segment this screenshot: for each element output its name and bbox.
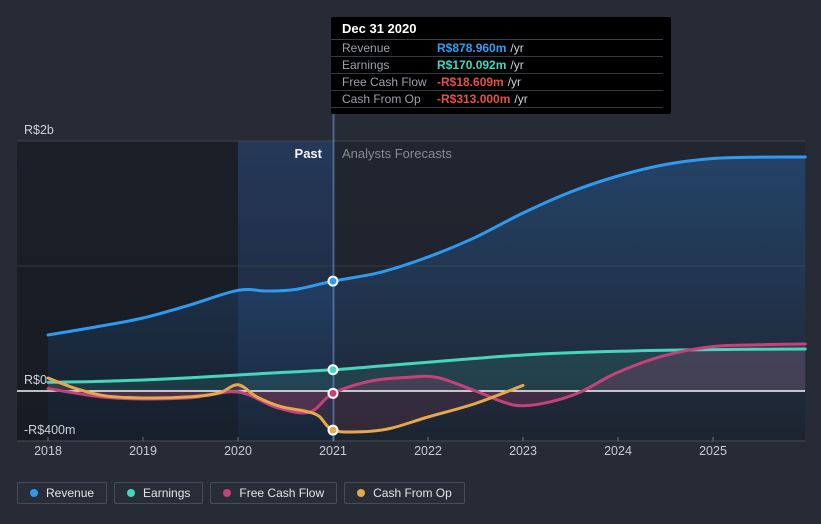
tooltip-row-value: -R$18.609m xyxy=(437,75,504,89)
revenue-area-fill xyxy=(48,156,806,441)
legend-item-cash-from-op[interactable]: Cash From Op xyxy=(344,482,465,504)
y-axis-label: R$0 xyxy=(24,373,47,387)
tooltip-row-value: R$878.960m xyxy=(437,41,507,55)
earnings-area-fill xyxy=(48,349,806,391)
x-axis-label: 2024 xyxy=(604,444,632,458)
tooltip-row-suffix: /yr xyxy=(510,58,524,72)
forecast-phase-label: Analysts Forecasts xyxy=(342,146,452,161)
y-axis-label: R$2b xyxy=(24,123,54,137)
legend-item-label: Earnings xyxy=(143,486,191,500)
cash-from-op-marker[interactable] xyxy=(327,424,339,436)
x-axis-label: 2021 xyxy=(319,444,347,458)
cash-from-op-line xyxy=(46,376,525,434)
x-axis-label: 2022 xyxy=(414,444,442,458)
legend-item-label: Free Cash Flow xyxy=(239,486,325,500)
legend-color-dot-icon xyxy=(127,489,136,497)
tooltip-row-cash-from-op: Cash From Op -R$313.000m/yr xyxy=(331,91,663,108)
free-cash-flow-area-fill xyxy=(48,344,806,413)
earnings-marker[interactable] xyxy=(327,364,339,376)
revenue-marker[interactable] xyxy=(327,275,339,287)
chart-legend: Revenue Earnings Free Cash Flow Cash From O… xyxy=(17,482,465,504)
tooltip-row-suffix: /yr xyxy=(507,75,522,89)
tooltip-row-label: Free Cash Flow xyxy=(342,75,427,89)
earnings-line xyxy=(46,347,807,384)
legend-item-label: Cash From Op xyxy=(373,486,452,500)
legend-item-free-cash-flow[interactable]: Free Cash Flow xyxy=(210,482,338,504)
tooltip-row-suffix: /yr xyxy=(510,41,524,55)
tooltip-row-earnings: Earnings R$170.092m/yr xyxy=(331,57,663,74)
chart-tooltip: Dec 31 2020 Revenue R$878.960m/yr Earnings… xyxy=(331,17,671,114)
tooltip-row-value: R$170.092m xyxy=(437,58,507,72)
y-axis-label: -R$400m xyxy=(24,423,75,437)
x-axis-label: 2023 xyxy=(509,444,537,458)
past-phase-label: Past xyxy=(294,146,322,161)
revenue-line xyxy=(46,155,807,337)
legend-item-label: Revenue xyxy=(46,486,95,500)
x-axis-label: 2020 xyxy=(224,444,252,458)
x-axis-label: 2025 xyxy=(699,444,727,458)
tooltip-row-free-cash-flow: Free Cash Flow -R$18.609m/yr xyxy=(331,74,663,91)
legend-item-earnings[interactable]: Earnings xyxy=(114,482,204,504)
tooltip-row-label: Cash From Op xyxy=(342,92,421,106)
legend-color-dot-icon xyxy=(357,489,366,497)
tooltip-row-value: -R$313.000m xyxy=(437,92,511,106)
legend-item-revenue[interactable]: Revenue xyxy=(17,482,108,504)
free-cash-flow-marker[interactable] xyxy=(327,387,339,399)
x-axis-label: 2018 xyxy=(34,444,62,458)
tooltip-row-label: Revenue xyxy=(342,41,391,55)
tooltip-date-title: Dec 31 2020 xyxy=(331,19,663,40)
legend-color-dot-icon xyxy=(223,489,232,497)
tooltip-row-suffix: /yr xyxy=(514,92,528,106)
legend-color-dot-icon xyxy=(30,489,38,497)
x-axis-label: 2019 xyxy=(129,444,157,458)
tooltip-row-label: Earnings xyxy=(342,58,390,72)
tooltip-row-revenue: Revenue R$878.960m/yr xyxy=(331,40,663,57)
